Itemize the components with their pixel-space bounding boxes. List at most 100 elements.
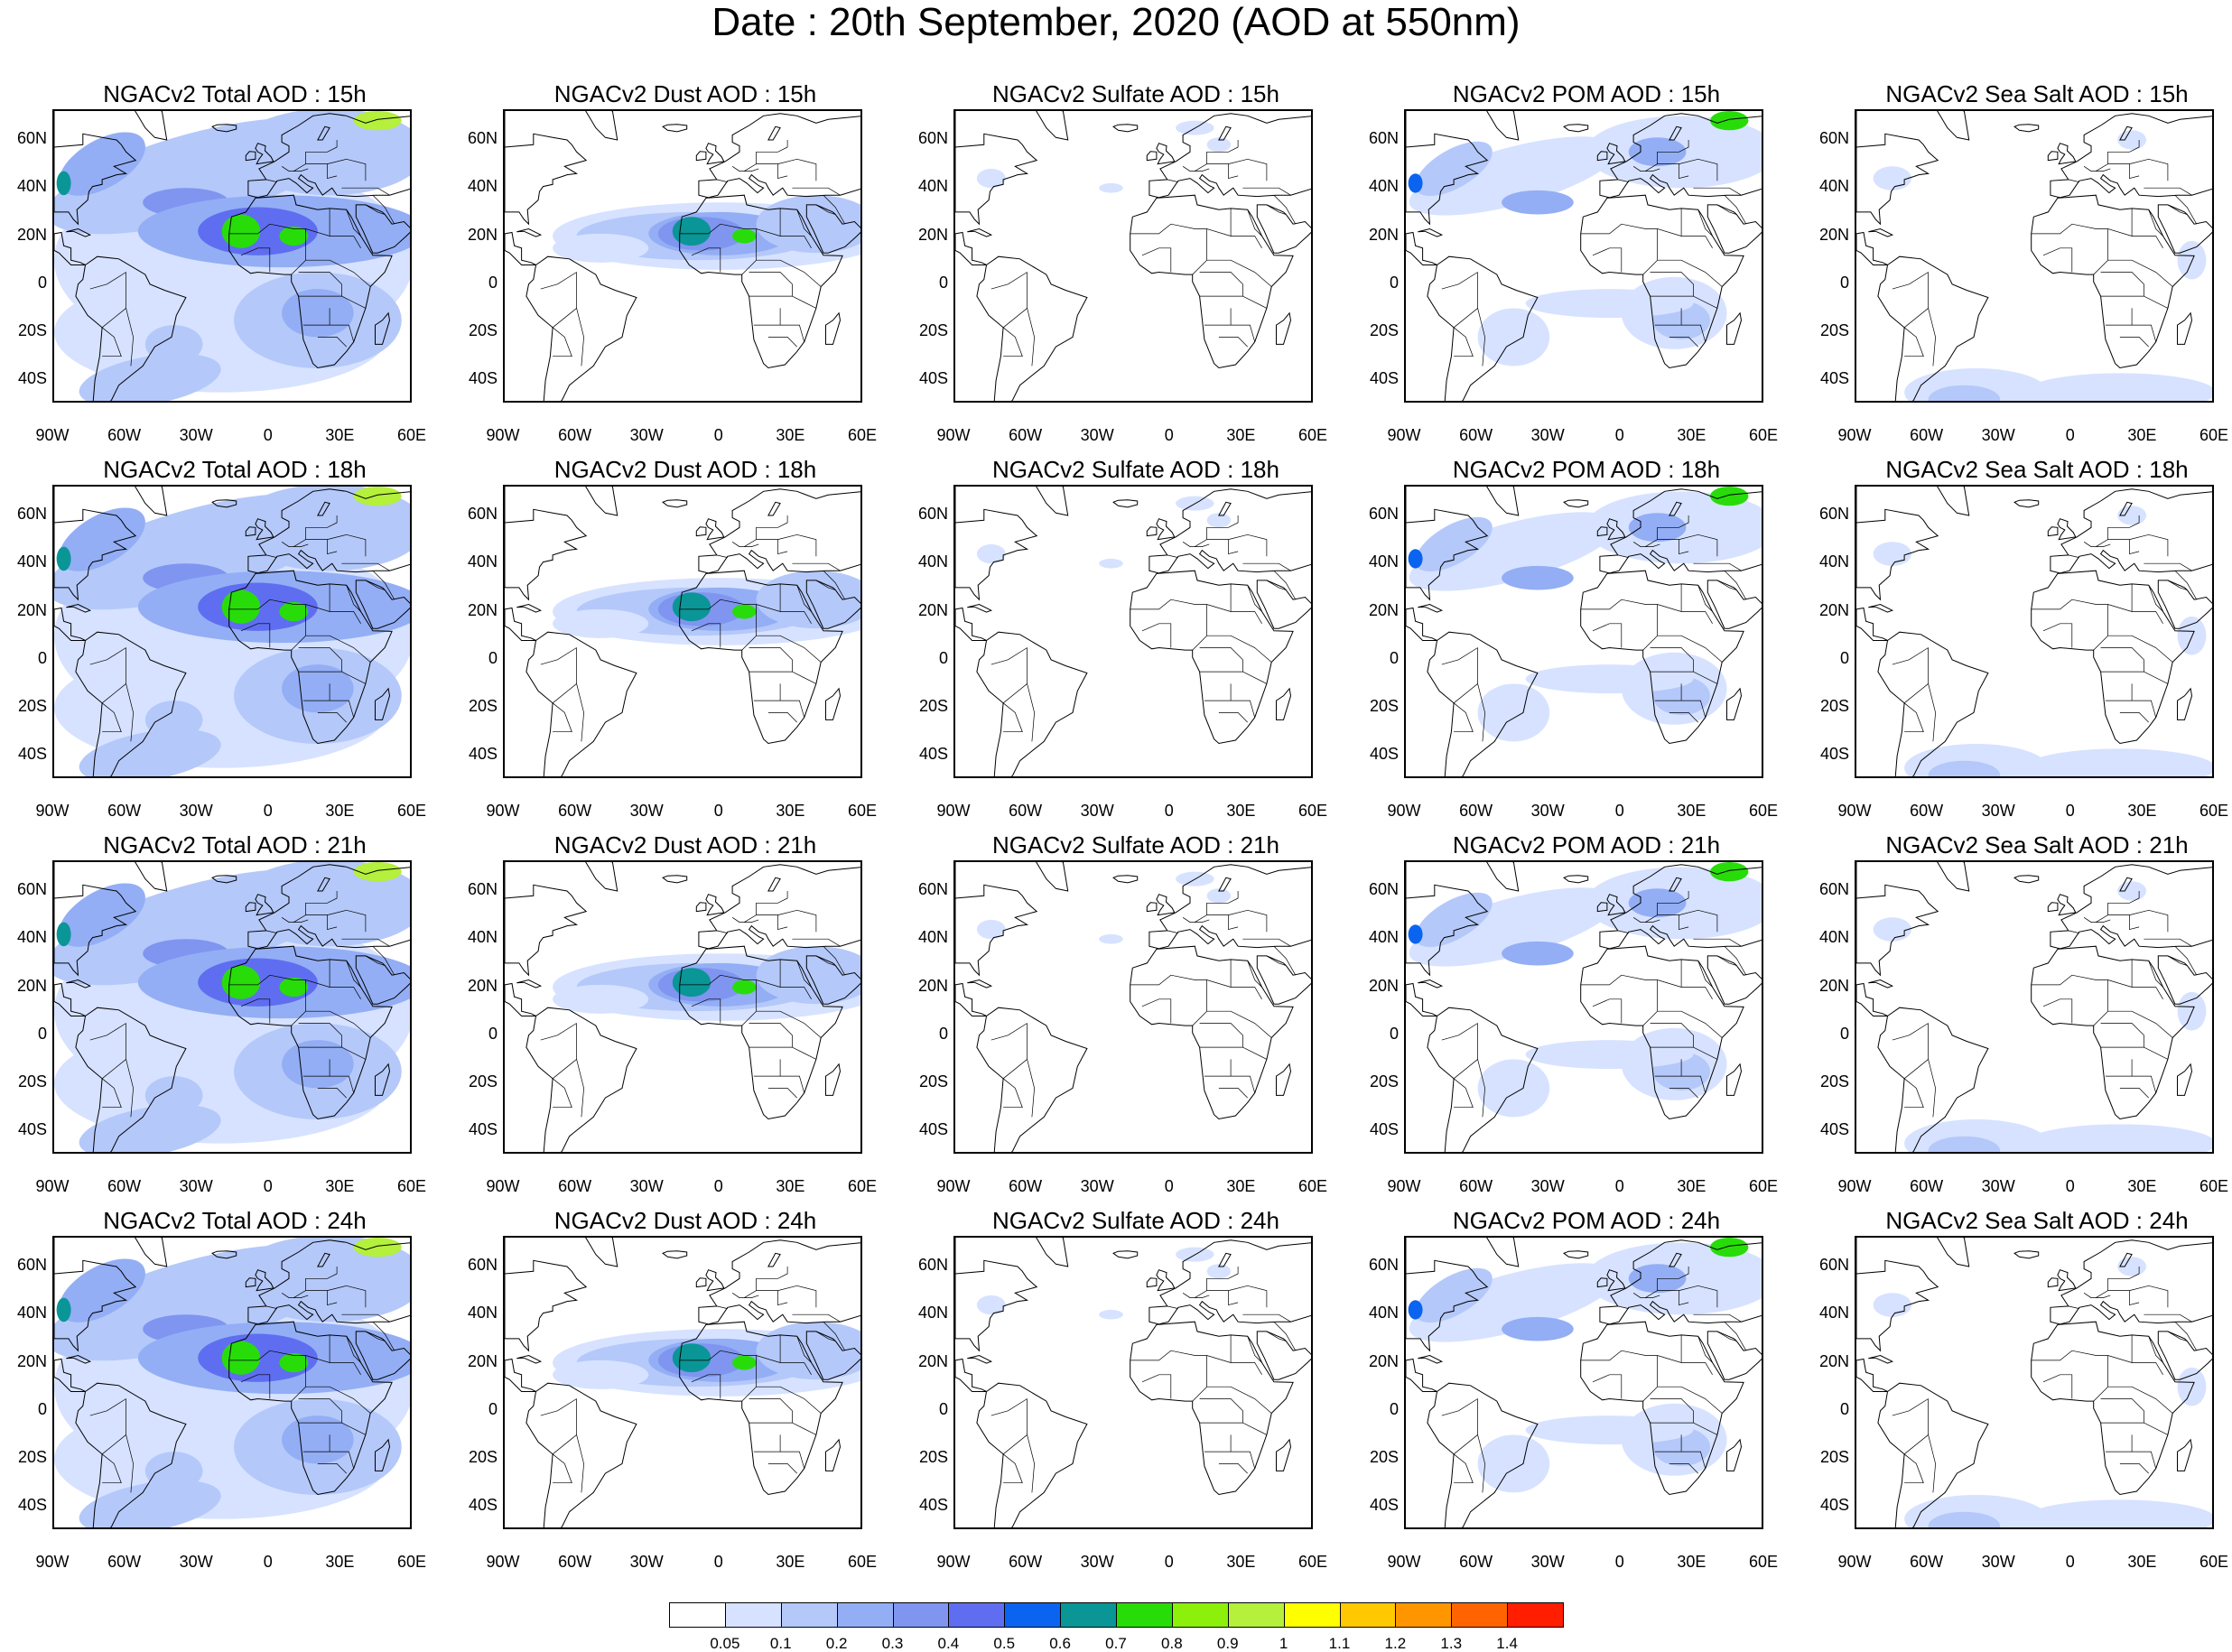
lon-tick-label: 30E <box>1677 426 1707 444</box>
country-border <box>1130 1334 1232 1363</box>
colorbar-label: 0.1 <box>769 1635 792 1652</box>
country-border <box>305 891 338 915</box>
coastline-madagascar <box>375 1438 391 1471</box>
aod-contour <box>1873 917 1912 942</box>
aod-contour <box>1525 664 1694 694</box>
coastline-europe <box>247 1239 410 1325</box>
country-border <box>2100 1023 2144 1048</box>
aod-map <box>54 862 410 1152</box>
coastlines <box>505 111 860 401</box>
coastline-iceland <box>1563 499 1589 508</box>
coastline-britain <box>255 894 274 916</box>
coastlines <box>955 111 1311 401</box>
lat-tick-label: 0 <box>488 1024 498 1043</box>
panel-title: NGACv2 POM AOD : 21h <box>1452 831 1721 858</box>
lat-tick-label: 20N <box>16 225 47 244</box>
aod-contour <box>1525 1040 1694 1070</box>
panel-title: NGACv2 Sea Salt AOD : 21h <box>1885 831 2189 858</box>
country-border <box>302 1451 355 1469</box>
lon-tick-label: 0 <box>1164 426 1174 444</box>
aod-contour <box>279 977 309 998</box>
lon-tick-label: 90W <box>35 802 70 820</box>
aod-contour <box>553 233 649 263</box>
coastline-madagascar <box>375 1063 391 1096</box>
country-border <box>330 987 361 999</box>
aod-contour <box>2023 1124 2212 1152</box>
lon-tick-label: 0 <box>1614 1177 1624 1195</box>
country-border <box>552 702 572 733</box>
coastline-usa <box>54 487 137 601</box>
coastlines <box>1856 487 2212 776</box>
aod-map <box>505 487 860 776</box>
country-border <box>1002 1078 1023 1109</box>
lat-tick-label: 20S <box>17 321 47 340</box>
coastline-samerica <box>1877 1007 1989 1152</box>
aod-contour <box>221 589 261 624</box>
country-border <box>1903 327 1924 357</box>
country-border <box>796 585 812 612</box>
aod-contour <box>144 701 203 739</box>
lat-tick-label: 60N <box>917 879 948 898</box>
country-border <box>305 515 338 540</box>
lat-tick-label: 20N <box>917 225 948 244</box>
lat-tick-label: 40N <box>1818 177 1849 196</box>
lat-tick-label: 20N <box>467 1351 498 1370</box>
country-border <box>2083 542 2111 547</box>
lon-tick-label: 30E <box>1226 426 1256 444</box>
aod-contour <box>672 592 711 622</box>
coastline-britain <box>255 143 274 165</box>
colorbar-swatch <box>1227 1602 1285 1628</box>
country-border <box>1273 194 1297 225</box>
country-border <box>1199 272 1243 297</box>
aod-contour <box>279 601 309 622</box>
aod-map <box>1856 862 2212 1152</box>
aod-contour <box>1477 1434 1550 1493</box>
country-border <box>731 1293 759 1298</box>
coastlines <box>1856 1238 2212 1527</box>
country-border <box>1228 534 1268 557</box>
country-border <box>1002 1453 1023 1484</box>
aod-contour <box>756 195 860 254</box>
aod-contour <box>1099 182 1123 193</box>
lat-tick-label: 40N <box>1368 1304 1399 1323</box>
lon-tick-label: 30E <box>325 802 355 820</box>
map-panel: NGACv2 Sea Salt AOD : 18h 60N 40N 20N 0 20S 40… <box>1802 455 2232 831</box>
coastline-samerica <box>525 1007 637 1152</box>
coastline-arabia <box>355 580 410 629</box>
aod-field <box>1408 862 1762 1118</box>
aod-map <box>505 1238 860 1527</box>
country-border <box>1247 961 1262 988</box>
lat-tick-label: 40N <box>917 1304 948 1323</box>
coastline-arabia <box>355 955 410 1005</box>
aod-contour <box>1928 1136 2001 1152</box>
lat-tick-label: 60N <box>16 879 47 898</box>
country-border <box>2148 209 2163 237</box>
country-border <box>716 554 728 558</box>
country-border <box>691 1374 721 1399</box>
country-border <box>101 1078 122 1109</box>
coastline-madagascar <box>825 1438 842 1471</box>
country-border <box>1892 1398 1929 1416</box>
aod-contour <box>1408 173 1423 193</box>
aod-map <box>955 487 1311 776</box>
country-border <box>753 1075 805 1093</box>
lat-tick-label: 40S <box>1819 1120 1849 1139</box>
country-border <box>341 938 390 947</box>
lon-tick-label: 90W <box>936 426 971 444</box>
country-border <box>2119 337 2149 348</box>
aod-field <box>1408 1238 1762 1493</box>
country-border <box>576 308 584 367</box>
country-border <box>1002 1023 1028 1080</box>
country-border <box>2100 671 2169 684</box>
country-border <box>1892 272 1929 290</box>
country-border <box>372 1321 395 1351</box>
lon-tick-label: 0 <box>713 802 723 820</box>
lat-tick-label: 20S <box>918 321 948 340</box>
country-border <box>1928 308 1936 367</box>
lat-tick-label: 20S <box>1819 321 1849 340</box>
colorbar-swatch <box>1116 1602 1173 1628</box>
coastline-ireland <box>2047 526 2059 537</box>
country-border <box>2068 179 2079 182</box>
coastline-madagascar <box>1276 1063 1292 1096</box>
country-border <box>1141 247 1172 273</box>
